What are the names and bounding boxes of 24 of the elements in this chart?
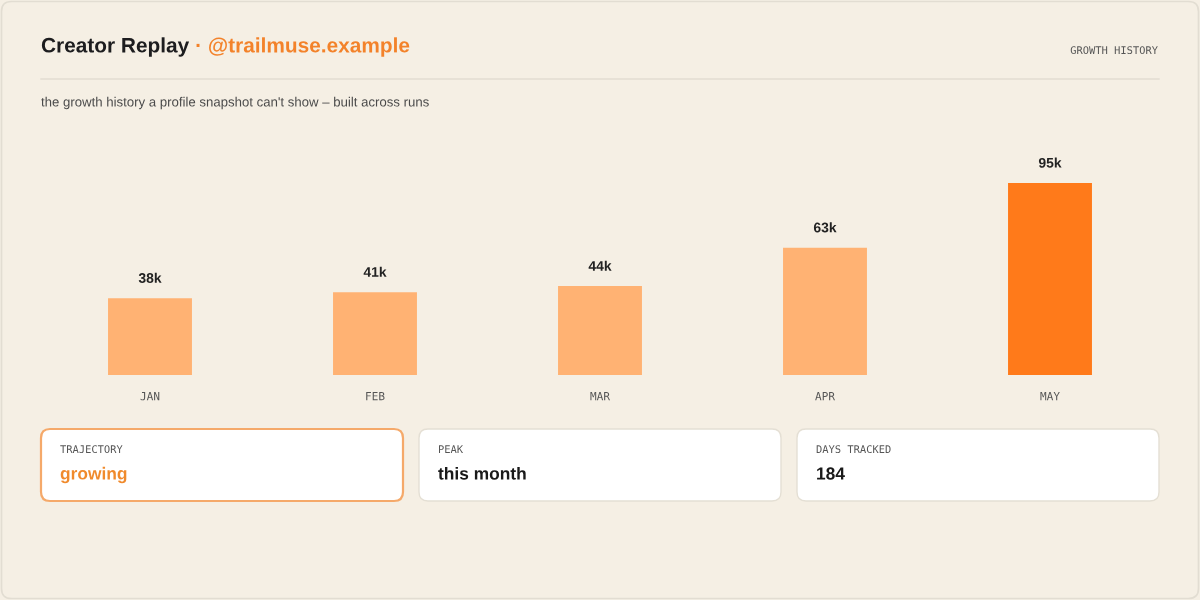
chart-title: Creator Replay · @trailmuse.example [41,37,410,57]
x-tick-label: FEB [366,392,385,401]
text: DAYS TRACKED [816,445,891,454]
text: PEAK [439,445,464,453]
text: 184 [817,467,845,480]
text: growing [60,466,127,484]
chart-subtitle: the growth history a profile snapshot can't show – built across runs [41,96,429,110]
data-label: 95k [1038,157,1062,168]
data-label: 63k [813,222,837,233]
x-tick-label: MAY [1040,392,1060,401]
bar [783,247,867,375]
data-label: 44k [588,260,612,271]
x-tick-label: APR [815,392,836,401]
text: TRAJECTORY [60,445,123,454]
bar [108,298,192,375]
data-label: 38k [138,272,162,283]
bar [333,292,417,375]
x-tick-label: JAN [140,392,160,401]
text: this month [438,466,526,480]
bar [1008,183,1092,375]
bar [558,286,642,375]
data-label: 41k [363,266,387,277]
text: GROWTH HISTORY [1070,46,1158,55]
x-tick-label: MAR [590,392,611,401]
